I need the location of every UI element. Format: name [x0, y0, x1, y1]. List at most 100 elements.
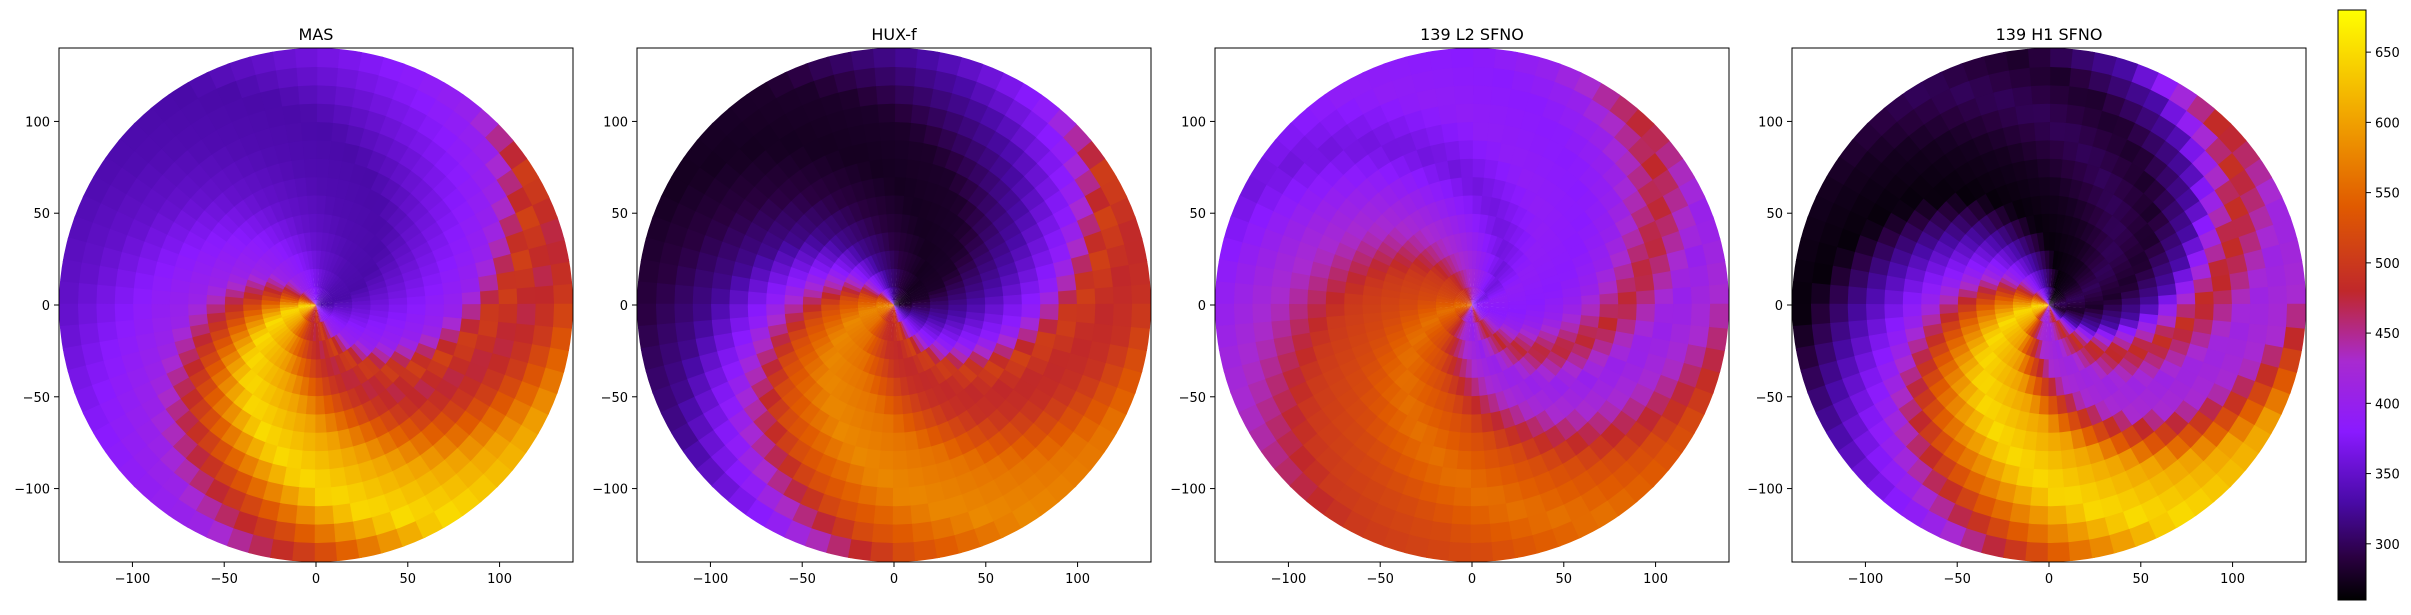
heatmap-cell [2009, 262, 2026, 280]
heatmap-cell [2011, 306, 2032, 312]
x-tick-label: 50 [400, 572, 417, 587]
heatmap-cell [492, 335, 516, 359]
heatmap-cell [1251, 284, 1272, 307]
heatmap-cell [1448, 542, 1474, 562]
heatmap-cell [102, 228, 128, 254]
heatmap-cell [787, 221, 811, 243]
heatmap-cell [963, 356, 985, 377]
heatmap-cell [1574, 260, 1597, 278]
heatmap-cell [1343, 281, 1365, 296]
heatmap-cell [894, 296, 912, 305]
heatmap-cell [918, 141, 938, 164]
heatmap-cell [939, 379, 958, 402]
heatmap-cell [307, 377, 317, 398]
y-tick-label: 100 [1758, 115, 1783, 130]
heatmap-cell [949, 73, 977, 99]
heatmap-cell [387, 311, 408, 322]
heatmap-cell [2067, 177, 2084, 200]
heatmap-cell [62, 237, 87, 265]
heatmap-cell [772, 209, 797, 233]
heatmap-cell [1495, 262, 1512, 280]
heatmap-cell [386, 382, 408, 405]
heatmap-cell [1537, 265, 1559, 281]
heatmap-cell [763, 138, 790, 166]
heatmap-cell [1411, 336, 1431, 353]
heatmap-cell [907, 467, 927, 489]
heatmap-cell [316, 305, 330, 320]
heatmap-cell [1418, 314, 1439, 325]
heatmap-cell [371, 245, 392, 264]
heatmap-cell [1429, 240, 1445, 261]
heatmap-cell [317, 322, 323, 343]
heatmap-cell [2035, 231, 2045, 252]
heatmap-cell [912, 215, 926, 237]
heatmap-cell [2006, 521, 2031, 544]
heatmap-cell [415, 249, 438, 269]
heatmap-cell [2072, 330, 2089, 348]
heatmap-cell [804, 55, 834, 82]
heatmap-cell [1439, 313, 1458, 327]
heatmap-cell [1270, 320, 1292, 342]
heatmap-cell [2073, 370, 2089, 392]
heatmap-cell [1386, 363, 1408, 384]
heatmap-cell [901, 271, 913, 290]
heatmap-cell [862, 215, 876, 237]
heatmap-cell [1100, 360, 1126, 388]
heatmap-cell [883, 305, 894, 322]
heatmap-cell [952, 369, 973, 391]
heatmap-cell [1491, 48, 1519, 71]
heatmap-cell [1461, 305, 1472, 322]
heatmap-cell [1992, 252, 2011, 271]
heatmap-cell [857, 295, 877, 302]
heatmap-cell [875, 298, 894, 305]
heatmap-cell [2058, 338, 2069, 359]
heatmap-cell [1467, 305, 1472, 324]
heatmap-cell [1936, 230, 1960, 251]
heatmap-cell [803, 233, 825, 254]
heatmap-cell [637, 303, 657, 329]
heatmap-cell [390, 241, 413, 260]
heatmap-cell [2243, 246, 2267, 272]
heatmap-cell [841, 281, 862, 293]
heatmap-cell [2120, 311, 2141, 322]
heatmap-cell [2117, 323, 2139, 337]
heatmap-cell [879, 291, 894, 305]
heatmap-cell [1986, 166, 2006, 190]
heatmap-cell [2061, 448, 2079, 471]
heatmap-cell [838, 308, 859, 315]
heatmap-cell [1076, 286, 1097, 307]
heatmap-cell [821, 314, 842, 325]
heatmap-cell [1385, 329, 1407, 345]
heatmap-cell [2016, 334, 2032, 354]
heatmap-cell [2048, 139, 2065, 160]
heatmap-cell [1695, 365, 1722, 395]
heatmap-cell [267, 272, 287, 288]
heatmap-cell [279, 308, 299, 315]
heatmap-cell [1415, 252, 1434, 271]
heatmap-cell [820, 298, 840, 306]
heatmap-cell [255, 336, 275, 353]
heatmap-cell [2065, 503, 2089, 526]
heatmap-cell [296, 338, 307, 359]
heatmap-cell [1440, 373, 1454, 395]
heatmap-cell [1985, 208, 2004, 231]
heatmap-cell [1448, 337, 1460, 358]
heatmap-cell [1957, 288, 1978, 299]
heatmap-cell [550, 324, 573, 352]
heatmap-cell [498, 286, 519, 307]
y-tick-label: −50 [23, 391, 50, 406]
heatmap-cell [893, 377, 903, 398]
heatmap-cell [315, 249, 322, 269]
heatmap-cell [245, 476, 270, 501]
heatmap-cell [1550, 249, 1573, 267]
heatmap-cell [1978, 239, 1998, 259]
heatmap-cell [399, 221, 423, 243]
heatmap-cell [840, 481, 864, 505]
heatmap-cell [2049, 286, 2053, 305]
heatmap-cell [988, 239, 1012, 260]
heatmap-cell [2061, 316, 2078, 332]
heatmap-cell [1382, 528, 1412, 555]
heatmap-cell [2080, 346, 2097, 366]
heatmap-cell [255, 257, 275, 274]
